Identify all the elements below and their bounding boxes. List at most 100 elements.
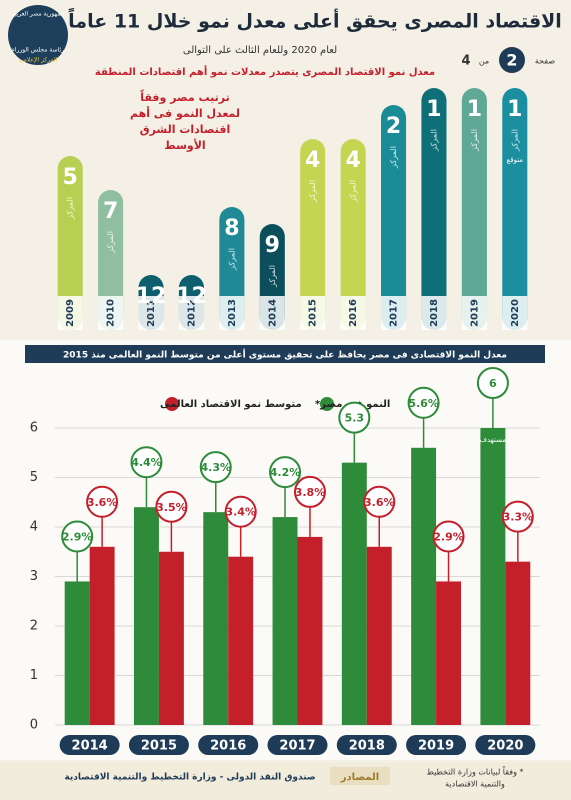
bar xyxy=(133,507,159,725)
rank-label: المركز xyxy=(227,248,236,271)
x-tick-pill xyxy=(59,735,120,755)
rank-value: 4 xyxy=(305,148,320,173)
logo xyxy=(8,5,68,65)
year-strip xyxy=(421,296,447,330)
year-strip xyxy=(219,296,245,330)
target-label: مستهدف xyxy=(480,436,507,444)
y-tick-label: 1 xyxy=(30,668,38,683)
bar xyxy=(98,190,124,330)
x-tick-pill xyxy=(198,735,259,755)
x-tick-label: 2018 xyxy=(349,739,385,754)
page-badge xyxy=(499,47,525,73)
value-label: 6 xyxy=(489,377,497,390)
chart-title: معدل النمو الاقتصادى فى مصر يحافظ على تح… xyxy=(63,349,507,361)
x-tick-label: 2015 xyxy=(308,299,319,327)
x-tick-label: 2011 xyxy=(146,299,157,327)
rank-value: 1 xyxy=(507,97,522,122)
bar xyxy=(340,139,366,330)
value-label: 3.4% xyxy=(225,506,256,519)
rank-value: 12 xyxy=(176,284,207,309)
label-ring xyxy=(199,451,232,484)
x-tick-pill xyxy=(267,735,328,755)
bar xyxy=(502,88,528,330)
label-ring xyxy=(432,520,465,553)
year-strip xyxy=(300,296,326,330)
bar xyxy=(158,551,184,725)
subtitle: لعام 2020 وللعام الثالث على التوالى xyxy=(183,45,337,56)
bar xyxy=(57,156,83,330)
y-tick-label: 4 xyxy=(30,520,38,535)
x-tick-label: 2019 xyxy=(418,739,454,754)
rank-label: المركز xyxy=(349,180,358,203)
label-ring xyxy=(338,401,371,434)
bar xyxy=(341,462,367,725)
x-tick-pill xyxy=(406,735,467,755)
rank-value: 1 xyxy=(467,97,482,122)
rank-value: 8 xyxy=(224,216,239,241)
label-ring xyxy=(407,386,440,419)
legend-swatch xyxy=(165,397,179,411)
band xyxy=(25,345,545,363)
sources-label: المصادر xyxy=(340,772,379,783)
x-tick-pill xyxy=(128,735,189,755)
y-tick-label: 2 xyxy=(30,619,38,634)
rank-label: المركز xyxy=(389,146,398,169)
x-tick-label: 2016 xyxy=(210,739,246,754)
page-label: صفحة xyxy=(535,57,556,66)
label-ring xyxy=(476,367,509,399)
y-tick-label: 0 xyxy=(30,718,38,733)
sources: صندوق النقد الدولى - وزارة التخطيط والتن… xyxy=(64,773,315,783)
bar xyxy=(64,581,90,725)
x-tick-label: 2010 xyxy=(106,299,117,327)
bar xyxy=(203,512,229,725)
bar xyxy=(480,428,506,725)
label-ring xyxy=(224,495,257,528)
note: اقتصادات الشرق xyxy=(140,123,231,136)
label-ring xyxy=(61,520,94,553)
label-ring xyxy=(155,490,188,523)
value-label: 3.8% xyxy=(295,486,326,499)
footer xyxy=(0,762,571,800)
year-strip xyxy=(461,296,487,330)
note: ترتيب مصر وفقاً xyxy=(140,89,229,104)
x-tick-label: 2020 xyxy=(487,739,523,754)
rank-value: 1 xyxy=(426,97,441,122)
x-tick-label: 2018 xyxy=(429,299,440,327)
rank-value: 5 xyxy=(63,165,78,190)
year-strip xyxy=(57,296,83,330)
value-label: 4.3% xyxy=(200,461,231,474)
rank-value: 2 xyxy=(386,114,401,139)
page-number: 2 xyxy=(506,51,517,70)
bar xyxy=(89,546,115,725)
bar xyxy=(505,561,531,725)
year-strip xyxy=(381,296,407,330)
of-label: من xyxy=(479,57,489,66)
value-label: 4.4% xyxy=(131,456,162,469)
bar xyxy=(421,88,447,330)
x-tick-pill xyxy=(475,735,536,755)
x-tick-label: 2014 xyxy=(267,299,278,327)
bar xyxy=(297,536,323,725)
logo-text: رئاسة مجلس الوزراء xyxy=(12,47,64,54)
rank-value: 9 xyxy=(265,233,280,258)
rank-value: 4 xyxy=(345,148,360,173)
year-strip xyxy=(340,296,366,330)
rank-label: المركز xyxy=(106,231,115,254)
footnote: والتنمية الاقتصادية xyxy=(445,780,505,789)
x-tick-label: 2009 xyxy=(65,299,76,327)
sources-badge xyxy=(330,767,390,785)
bar xyxy=(228,556,254,725)
x-tick-label: 2017 xyxy=(279,739,315,754)
x-tick-label: 2014 xyxy=(72,739,108,754)
title: الاقتصاد المصرى يحقق أعلى معدل نمو خلال … xyxy=(68,7,562,32)
year-strip xyxy=(138,296,164,330)
x-tick-label: 2020 xyxy=(510,299,521,327)
value-label: 3.5% xyxy=(156,501,187,514)
value-label: 3.6% xyxy=(364,496,395,509)
year-strip xyxy=(502,296,528,330)
label-ring xyxy=(363,485,396,518)
x-tick-label: 2015 xyxy=(141,739,177,754)
legend-label: متوسط نمو الاقتصاد العالمى xyxy=(160,399,302,410)
